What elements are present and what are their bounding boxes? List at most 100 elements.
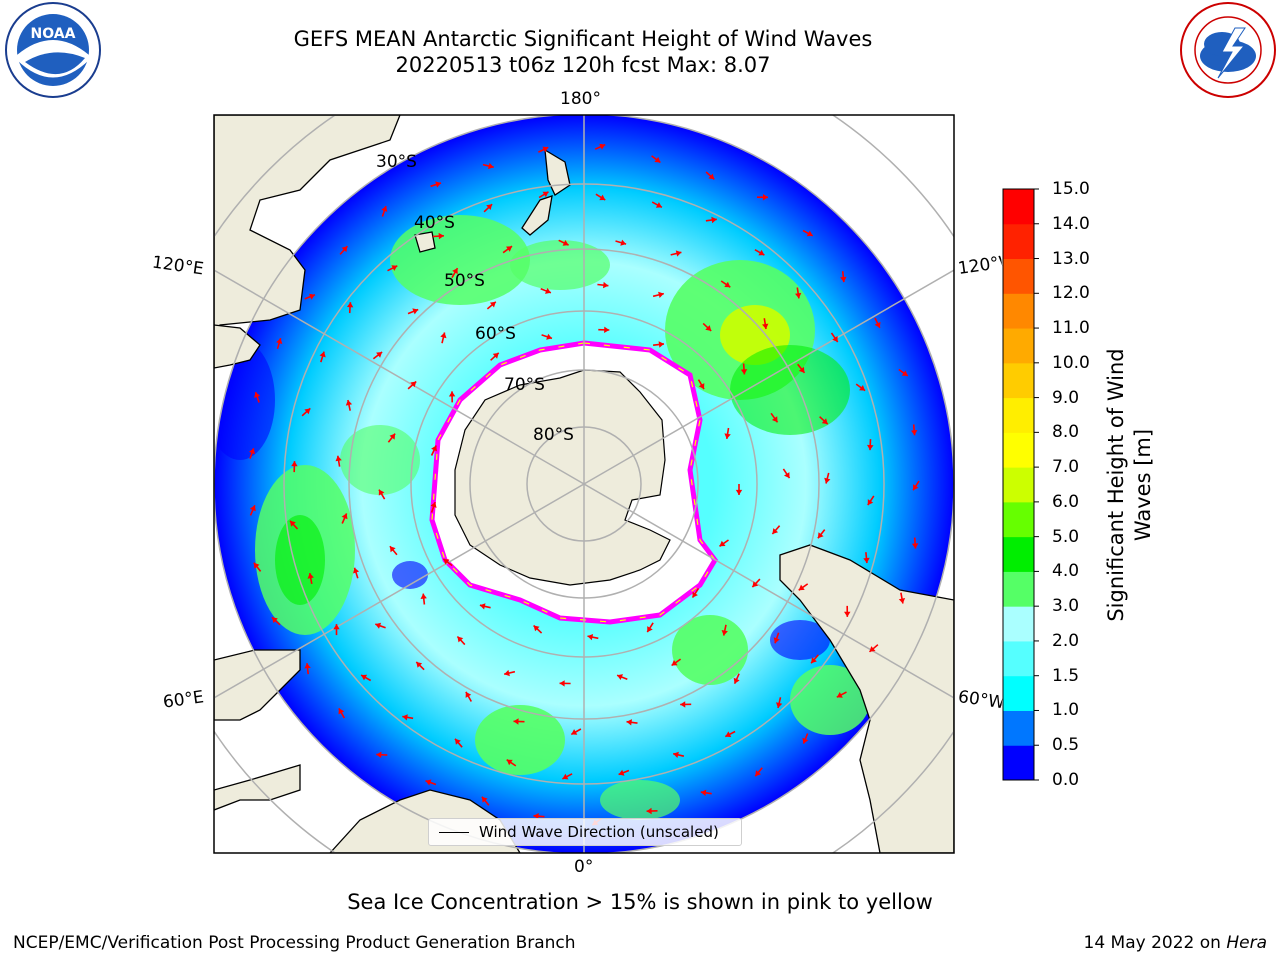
wave-direction-arrowhead: [655, 202, 662, 208]
wave-direction-arrowhead: [304, 663, 311, 669]
wave-direction-arrowhead: [711, 216, 717, 224]
wave-direction-arrowhead: [378, 489, 385, 496]
colorbar-segment: [1003, 675, 1034, 711]
wave-direction-arrowhead: [271, 617, 278, 624]
wave-direction-arrowhead: [680, 701, 686, 708]
wave-direction-arrowhead: [391, 265, 398, 271]
wave-direction-arrowhead: [795, 292, 802, 299]
wave-direction-arrowhead: [671, 659, 678, 666]
colorbar-tick-label: 8.0: [1052, 422, 1080, 443]
wave-direction-arrowhead: [438, 232, 444, 240]
wave-direction-arrowhead: [719, 540, 726, 547]
wave-direction-arrowhead: [700, 789, 707, 796]
legend-line-swatch: [439, 832, 469, 833]
wave-direction-arrowhead: [771, 416, 778, 423]
map-area: [214, 115, 954, 853]
wave-direction-arrowhead: [389, 433, 396, 440]
colorbar-tick-label: 6.0: [1052, 491, 1080, 512]
wave-direction-arrowhead: [416, 662, 423, 668]
wave-direction-arrowhead: [658, 341, 664, 348]
colorbar-label: Significant Height of Wind Waves [m]: [1104, 348, 1155, 622]
wave-direction-arrowhead: [673, 751, 679, 758]
wave-direction-arrowhead: [333, 624, 340, 630]
colorbar-segment: [1003, 223, 1034, 260]
wave-direction-arrowhead: [381, 206, 388, 212]
colorbar-tick-label: 1.0: [1052, 700, 1080, 721]
wave-direction-arrowhead: [817, 532, 824, 539]
wave-direction-arrowhead: [430, 502, 437, 508]
wave-direction-arrowhead: [599, 143, 606, 150]
colorbar-segment: [1003, 606, 1034, 642]
legend-label: Wind Wave Direction (unscaled): [479, 823, 719, 841]
lat-label-60s: 60°S: [475, 324, 516, 344]
wave-direction-arrowhead: [504, 669, 510, 677]
wave-direction-arrowhead: [489, 301, 496, 308]
wave-direction-arrowhead: [721, 630, 728, 636]
wave-direction-arrowhead: [346, 302, 354, 308]
wave-direction-arrowhead: [832, 336, 838, 342]
colorbar-tick-label: 11.0: [1052, 318, 1090, 339]
wave-direction-arrowhead: [844, 611, 851, 617]
wave-direction-arrowhead: [646, 807, 652, 815]
wave-direction-arrowhead: [617, 674, 623, 680]
colorbar-segment: [1003, 710, 1034, 746]
wave-direction-arrowhead: [353, 567, 360, 574]
wave-direction-arrowhead: [901, 370, 908, 376]
wave-direction-arrowhead: [599, 194, 606, 201]
wave-direction-arrowhead: [448, 391, 456, 397]
wave-direction-arrowhead: [249, 448, 255, 455]
wave-direction-arrowhead: [620, 239, 627, 246]
colorbar-tick-label: 15.0: [1052, 179, 1090, 199]
wave-direction-arrowhead: [708, 173, 715, 180]
lat-label-80s: 80°S: [533, 425, 574, 445]
wave-direction-arrowhead: [486, 204, 493, 210]
wave-direction-arrowhead: [587, 634, 594, 641]
colorbar-segment: [1003, 536, 1034, 572]
wave-direction-arrowhead: [425, 779, 432, 786]
wave-direction-arrowhead: [840, 276, 847, 283]
wave-direction-arrowhead: [412, 308, 419, 315]
chart-title: GEFS MEAN Antarctic Significant Height o…: [293, 27, 873, 51]
colorbar-tick-label: 14.0: [1052, 213, 1090, 234]
wave-direction-arrowhead: [798, 366, 805, 373]
wave-direction-arrowhead: [291, 461, 298, 467]
wave-direction-arrowhead: [345, 400, 353, 406]
colorbar-tick-label: 1.5: [1052, 665, 1080, 686]
wave-direction-arrowhead: [443, 559, 450, 565]
wave-direction-arrowhead: [304, 408, 311, 415]
credit-line: NCEP/EMC/Verification Post Processing Pr…: [13, 933, 576, 953]
wave-direction-arrowhead: [725, 731, 732, 738]
wave-direction-arrowhead: [338, 708, 345, 715]
wave-direction-arrowhead: [603, 281, 609, 289]
wave-direction-arrowhead: [724, 281, 731, 288]
wave-direction-arrowhead: [802, 737, 809, 744]
wave-direction-arrowhead: [626, 719, 632, 726]
wave-direction-arrowhead: [571, 729, 578, 735]
wave-direction-arrowhead: [913, 484, 919, 491]
wave-direction-arrowhead: [533, 625, 540, 632]
wave-direction-arrowhead: [465, 691, 472, 698]
wave-direction-arrowhead: [675, 250, 682, 257]
map-legend: Wind Wave Direction (unscaled): [428, 818, 742, 846]
wave-direction-arrowhead: [435, 181, 441, 188]
wave-direction-arrowhead: [784, 472, 790, 479]
wave-direction-arrowhead: [874, 321, 881, 328]
wave-direction-arrowhead: [755, 770, 761, 777]
run-date: 14 May 2022 on: [1083, 933, 1221, 953]
wave-direction-arrowhead: [811, 657, 817, 664]
wave-direction-arrowhead: [698, 383, 705, 390]
colorbar-segment: [1003, 397, 1034, 433]
colorbar-tick-label: 0.5: [1052, 735, 1080, 756]
wave-direction-arrowhead: [249, 505, 256, 512]
lat-label-30s: 30°S: [376, 152, 417, 172]
colorbar-segment: [1003, 328, 1034, 364]
wave-direction-arrowhead: [863, 557, 870, 564]
wave-direction-arrowhead: [859, 385, 866, 391]
wave-direction-arrowhead: [545, 287, 551, 294]
wave-direction-arrowhead: [647, 626, 653, 633]
colorbar-segment: [1003, 571, 1034, 607]
wave-direction-arrowhead: [375, 622, 382, 629]
wave-direction-arrowhead: [898, 598, 906, 604]
wave-direction-arrowhead: [692, 591, 698, 598]
